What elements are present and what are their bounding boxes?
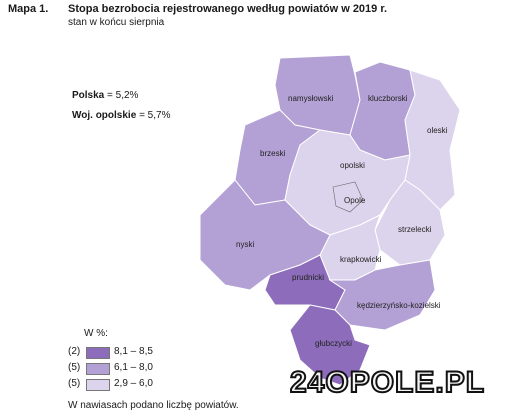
district-label: oleski [427,126,448,135]
legend-title: W %: [84,328,108,339]
district-label: kluczborski [368,94,408,103]
district-label: nyski [236,240,254,249]
legend-swatch [86,347,110,359]
footnote: W nawiasach podano liczbę powiatów. [68,400,239,411]
map-number: Mapa 1. [8,3,49,15]
district-label: prudnicki [292,273,324,282]
district-label: brzeski [260,149,286,158]
district-label: Opole [344,196,366,205]
district-kedzierzynsko-kozielski [328,259,436,331]
legend-count: (2) [68,346,81,357]
stat-label: Woj. opolskie [72,110,137,121]
district-kluczborski [349,61,416,161]
district-glubczycki [289,304,371,386]
district-label: opolski [340,161,365,170]
district-label: głubczycki [315,339,352,348]
legend-swatch [86,363,110,375]
stat-poland: Polska = 5,2% [72,90,138,101]
legend-count: (5) [68,362,81,373]
district-label: strzelecki [398,225,432,234]
stat-value: = 5,2% [107,90,139,101]
legend-range: 6,1 – 8,0 [114,362,153,373]
district-opole [332,181,364,213]
stat-value: = 5,7% [139,110,171,121]
map-subtitle: stan w końcu sierpnia [68,17,165,28]
watermark: 24OPOLE.PL [289,365,486,400]
legend-count: (5) [68,378,81,389]
legend-range: 2,9 – 6,0 [114,378,153,389]
stat-region: Woj. opolskie = 5,7% [72,110,170,121]
legend-swatch [86,379,110,391]
district-label: kędzierzyńsko-kozielski [357,301,441,310]
legend-range: 8,1 – 8,5 [114,346,153,357]
stat-label: Polska [72,90,105,101]
map-title: Stopa bezrobocia rejestrowanego według p… [68,3,388,15]
district-label: krapkowicki [340,255,382,264]
district-label: namysłowski [288,94,334,103]
